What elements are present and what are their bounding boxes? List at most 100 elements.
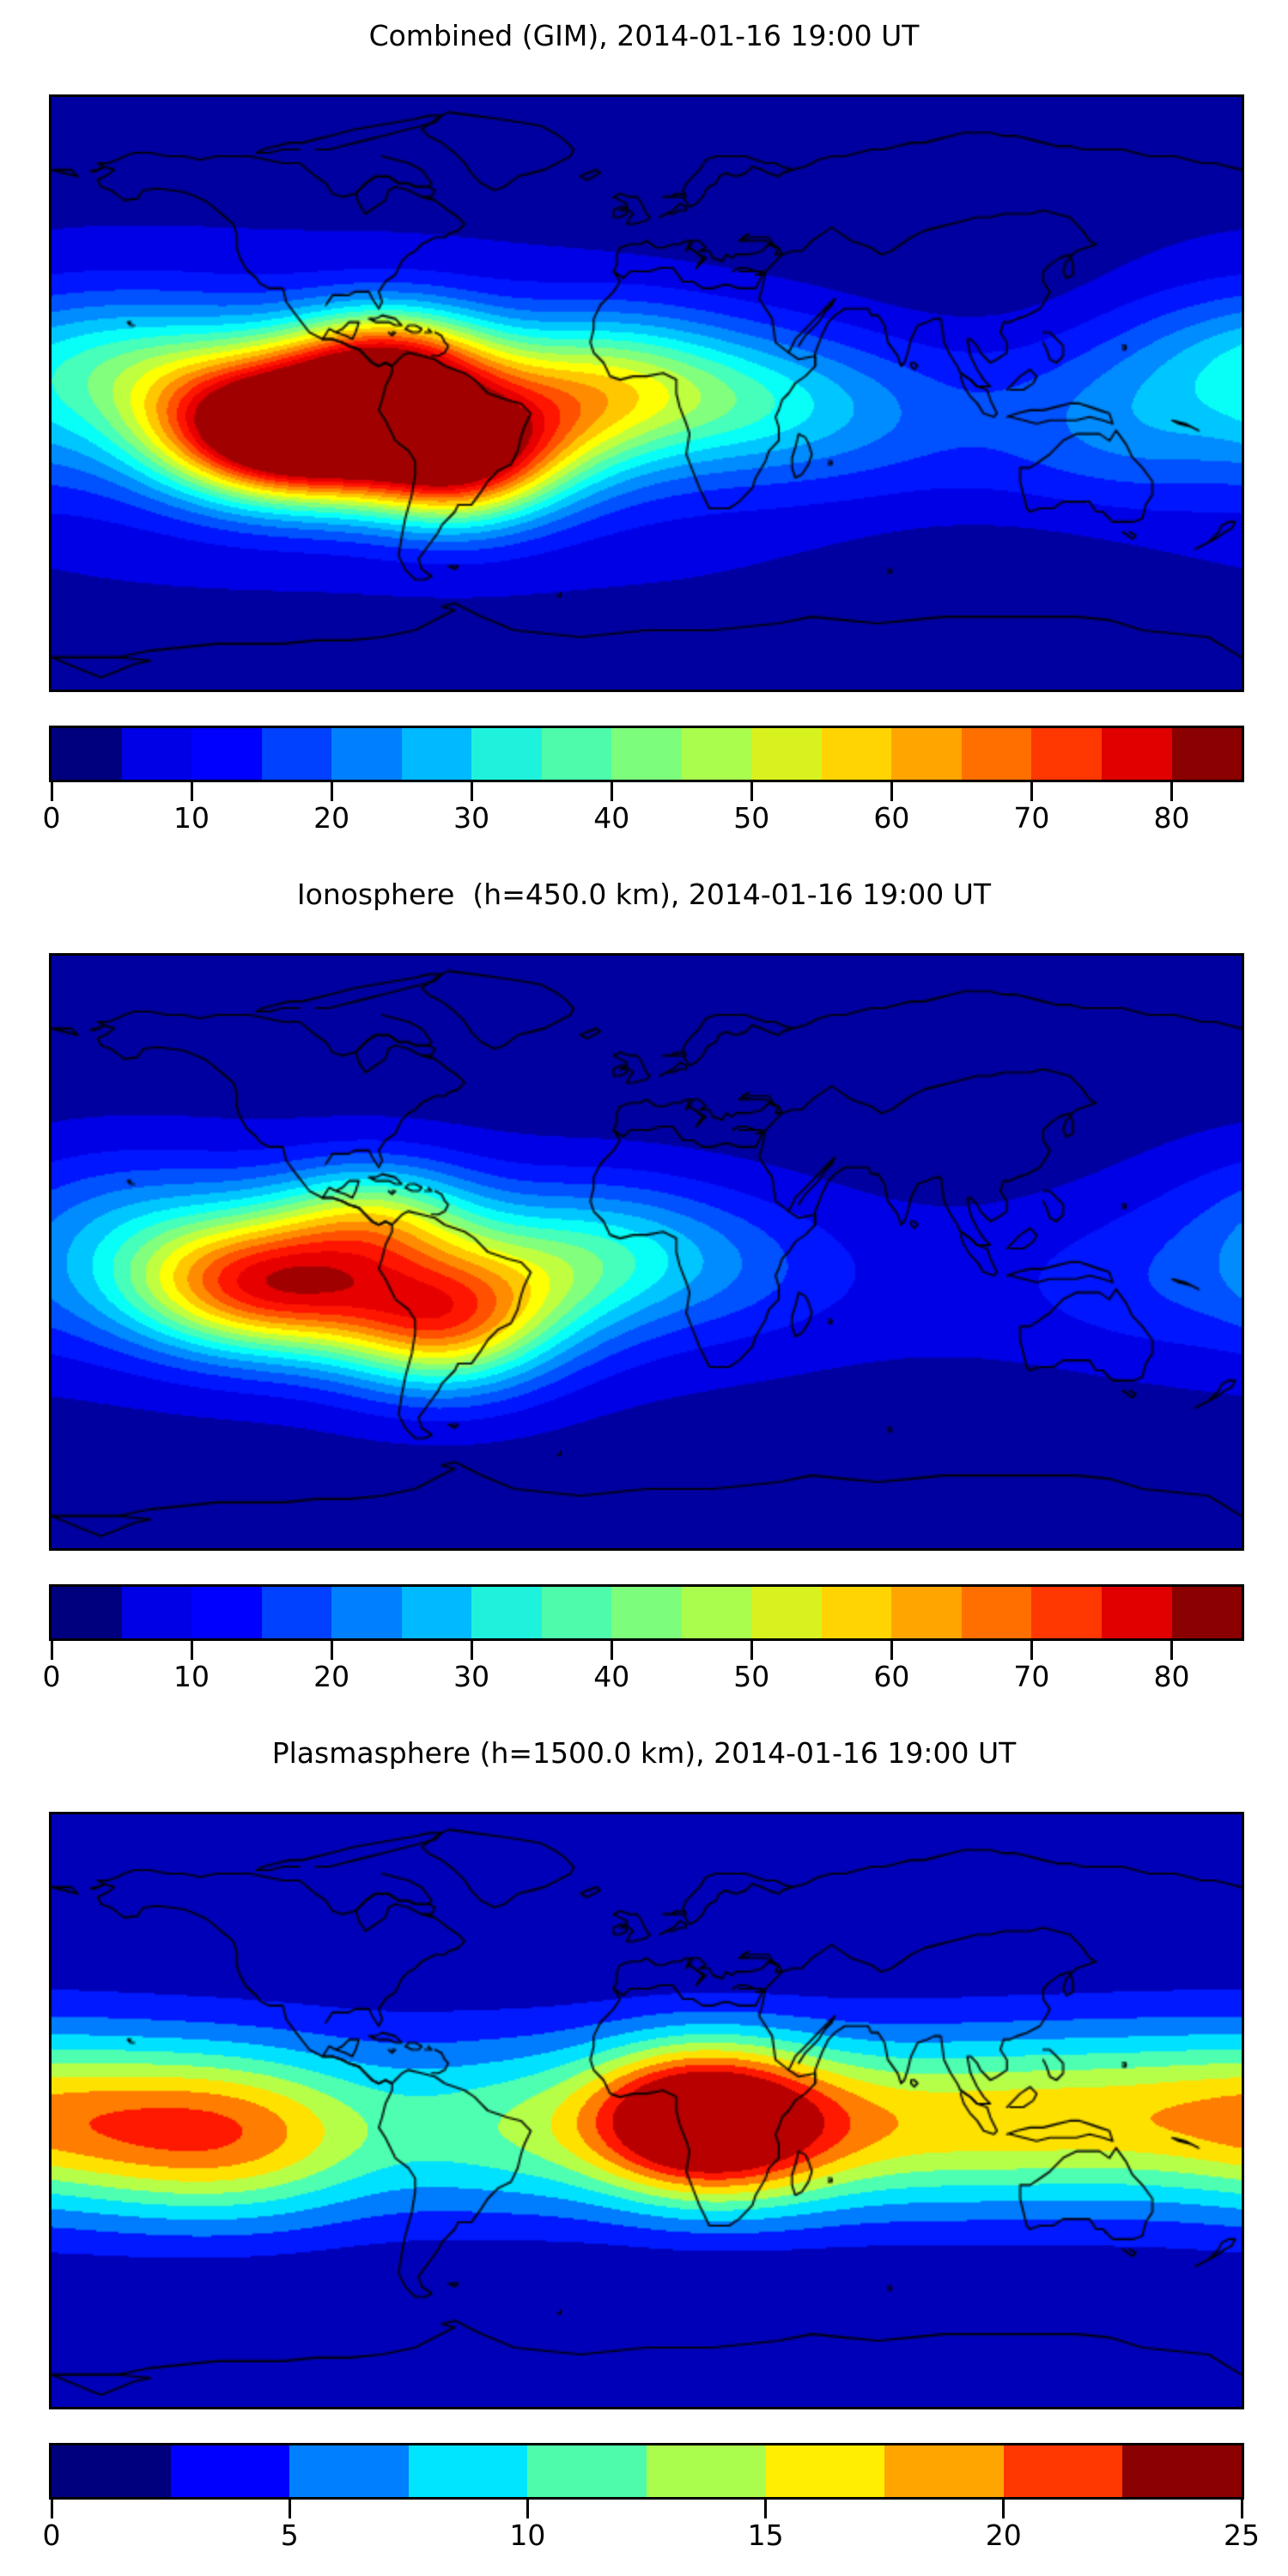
colorbar-tick-5 xyxy=(1240,2500,1243,2518)
colorbar-tick-8 xyxy=(1170,1641,1173,1660)
colorbar-tick-7 xyxy=(1030,782,1033,801)
colorbar-tick-label-5: 50 xyxy=(733,801,770,835)
colorbar-band-12 xyxy=(891,728,962,780)
colorbar-band-14 xyxy=(1031,728,1102,780)
colorbar-tick-label-1: 10 xyxy=(173,801,210,835)
colorbar-band-14 xyxy=(1031,1587,1102,1638)
colorbar-band-15 xyxy=(1101,728,1172,780)
colorbar-band-10 xyxy=(751,1587,822,1638)
colorbar-band-8 xyxy=(611,728,682,780)
colorbar-tick-label-2: 20 xyxy=(313,1660,350,1693)
colorbar-tick-label-0: 0 xyxy=(42,801,61,835)
colorbar-tick-5 xyxy=(750,1641,753,1660)
colorbar-tick-2 xyxy=(526,2500,529,2518)
colorbar-bands-ionosphere xyxy=(49,1584,1244,1641)
colorbar-labels-ionosphere: 0 10 20 30 40 50 60 70 80 xyxy=(43,1660,1244,1699)
colorbar-band-7 xyxy=(541,728,612,780)
colorbar-band-11 xyxy=(821,728,892,780)
colorbar-band-6 xyxy=(471,1587,542,1638)
colorbar-tick-7 xyxy=(1030,1641,1033,1660)
colorbar-tick-2 xyxy=(330,1641,333,1660)
colorbar-band-13 xyxy=(961,728,1032,780)
colorbar-band-9 xyxy=(1122,2445,1242,2497)
colorbar-band-0 xyxy=(52,728,122,780)
colorbar-tick-label-1: 5 xyxy=(280,2518,299,2552)
colorbar-tick-8 xyxy=(1170,782,1173,801)
colorbar-band-6 xyxy=(765,2445,885,2497)
colorbar-tick-4 xyxy=(1002,2500,1005,2518)
colorbar-band-12 xyxy=(891,1587,962,1638)
colorbar-tick-label-7: 70 xyxy=(1013,801,1050,835)
colorbar-band-1 xyxy=(170,2445,290,2497)
colorbar-band-0 xyxy=(52,1587,122,1638)
colorbar-bands-combined xyxy=(49,726,1244,782)
colorbar-tick-label-2: 20 xyxy=(313,801,350,835)
colorbar-tick-0 xyxy=(50,782,53,801)
colorbar-band-4 xyxy=(331,1587,402,1638)
colorbar-band-6 xyxy=(471,728,542,780)
colorbar-band-3 xyxy=(408,2445,528,2497)
colorbar-band-8 xyxy=(611,1587,682,1638)
colorbar-tick-label-5: 50 xyxy=(733,1660,770,1693)
colorbar-tick-label-0: 0 xyxy=(42,1660,61,1693)
colorbar-tick-label-6: 60 xyxy=(873,801,910,835)
colorbar-tick-label-7: 70 xyxy=(1013,1660,1050,1693)
colorbar-band-9 xyxy=(681,728,752,780)
colorbar-band-16 xyxy=(1171,1587,1242,1638)
colorbar-ticks-ionosphere xyxy=(49,1641,1244,1660)
colorbar-tick-1 xyxy=(288,2500,291,2518)
colorbar-ticks-plasmasphere xyxy=(49,2500,1244,2518)
colorbar-band-2 xyxy=(191,728,262,780)
colorbar-tick-label-5: 25 xyxy=(1224,2518,1260,2552)
colorbar-tick-label-6: 60 xyxy=(873,1660,910,1693)
panel-title-ionosphere: Ionosphere (h=450.0 km), 2014-01-16 19:0… xyxy=(296,878,992,911)
colorbar-band-5 xyxy=(646,2445,766,2497)
colorbar-labels-plasmasphere: 0 5 10 15 20 25 xyxy=(43,2518,1261,2558)
colorbar-tick-3 xyxy=(470,782,473,801)
colorbar-band-3 xyxy=(261,728,332,780)
map-canvas-ionosphere xyxy=(52,956,1242,1548)
colorbar-tick-5 xyxy=(750,782,753,801)
colorbar-tick-3 xyxy=(470,1641,473,1660)
colorbar-tick-label-1: 10 xyxy=(173,1660,210,1693)
colorbar-labels-combined: 0 10 20 30 40 50 60 70 80 xyxy=(43,801,1244,841)
map-combined-gim xyxy=(49,94,1244,692)
colorbar-band-2 xyxy=(289,2445,409,2497)
map-ionosphere xyxy=(49,953,1244,1551)
colorbar-tick-0 xyxy=(50,2500,53,2518)
colorbar-tick-1 xyxy=(190,1641,193,1660)
colorbar-band-15 xyxy=(1101,1587,1172,1638)
colorbar-plasmasphere: 0 5 10 15 20 25 xyxy=(43,2443,1260,2558)
colorbar-tick-6 xyxy=(890,1641,893,1660)
colorbar-ionosphere: 0 10 20 30 40 50 60 70 80 xyxy=(43,1584,1244,1699)
colorbar-tick-4 xyxy=(610,1641,613,1660)
colorbar-band-11 xyxy=(821,1587,892,1638)
colorbar-band-7 xyxy=(884,2445,1004,2497)
colorbar-band-1 xyxy=(121,728,192,780)
colorbar-tick-0 xyxy=(50,1641,53,1660)
colorbar-tick-label-4: 40 xyxy=(593,1660,630,1693)
colorbar-tick-label-8: 80 xyxy=(1153,801,1190,835)
colorbar-band-8 xyxy=(1003,2445,1123,2497)
colorbar-band-9 xyxy=(681,1587,752,1638)
colorbar-tick-label-8: 80 xyxy=(1153,1660,1190,1693)
colorbar-tick-label-2: 10 xyxy=(509,2518,546,2552)
colorbar-tick-3 xyxy=(764,2500,768,2518)
colorbar-band-4 xyxy=(331,728,402,780)
panel-title-plasmasphere: Plasmasphere (h=1500.0 km), 2014-01-16 1… xyxy=(271,1736,1017,1770)
colorbar-tick-1 xyxy=(190,782,193,801)
colorbar-bands-plasmasphere xyxy=(49,2443,1244,2500)
colorbar-ticks-combined xyxy=(49,782,1244,801)
colorbar-band-10 xyxy=(751,728,822,780)
colorbar-band-16 xyxy=(1171,728,1242,780)
colorbar-tick-label-4: 40 xyxy=(593,801,630,835)
panel-title-combined: Combined (GIM), 2014-01-16 19:00 UT xyxy=(368,19,920,52)
colorbar-band-4 xyxy=(527,2445,647,2497)
colorbar-tick-label-4: 20 xyxy=(985,2518,1022,2552)
map-plasmasphere xyxy=(49,1812,1244,2409)
colorbar-band-5 xyxy=(401,1587,472,1638)
colorbar-band-0 xyxy=(52,2445,171,2497)
colorbar-band-1 xyxy=(121,1587,192,1638)
colorbar-tick-2 xyxy=(330,782,333,801)
